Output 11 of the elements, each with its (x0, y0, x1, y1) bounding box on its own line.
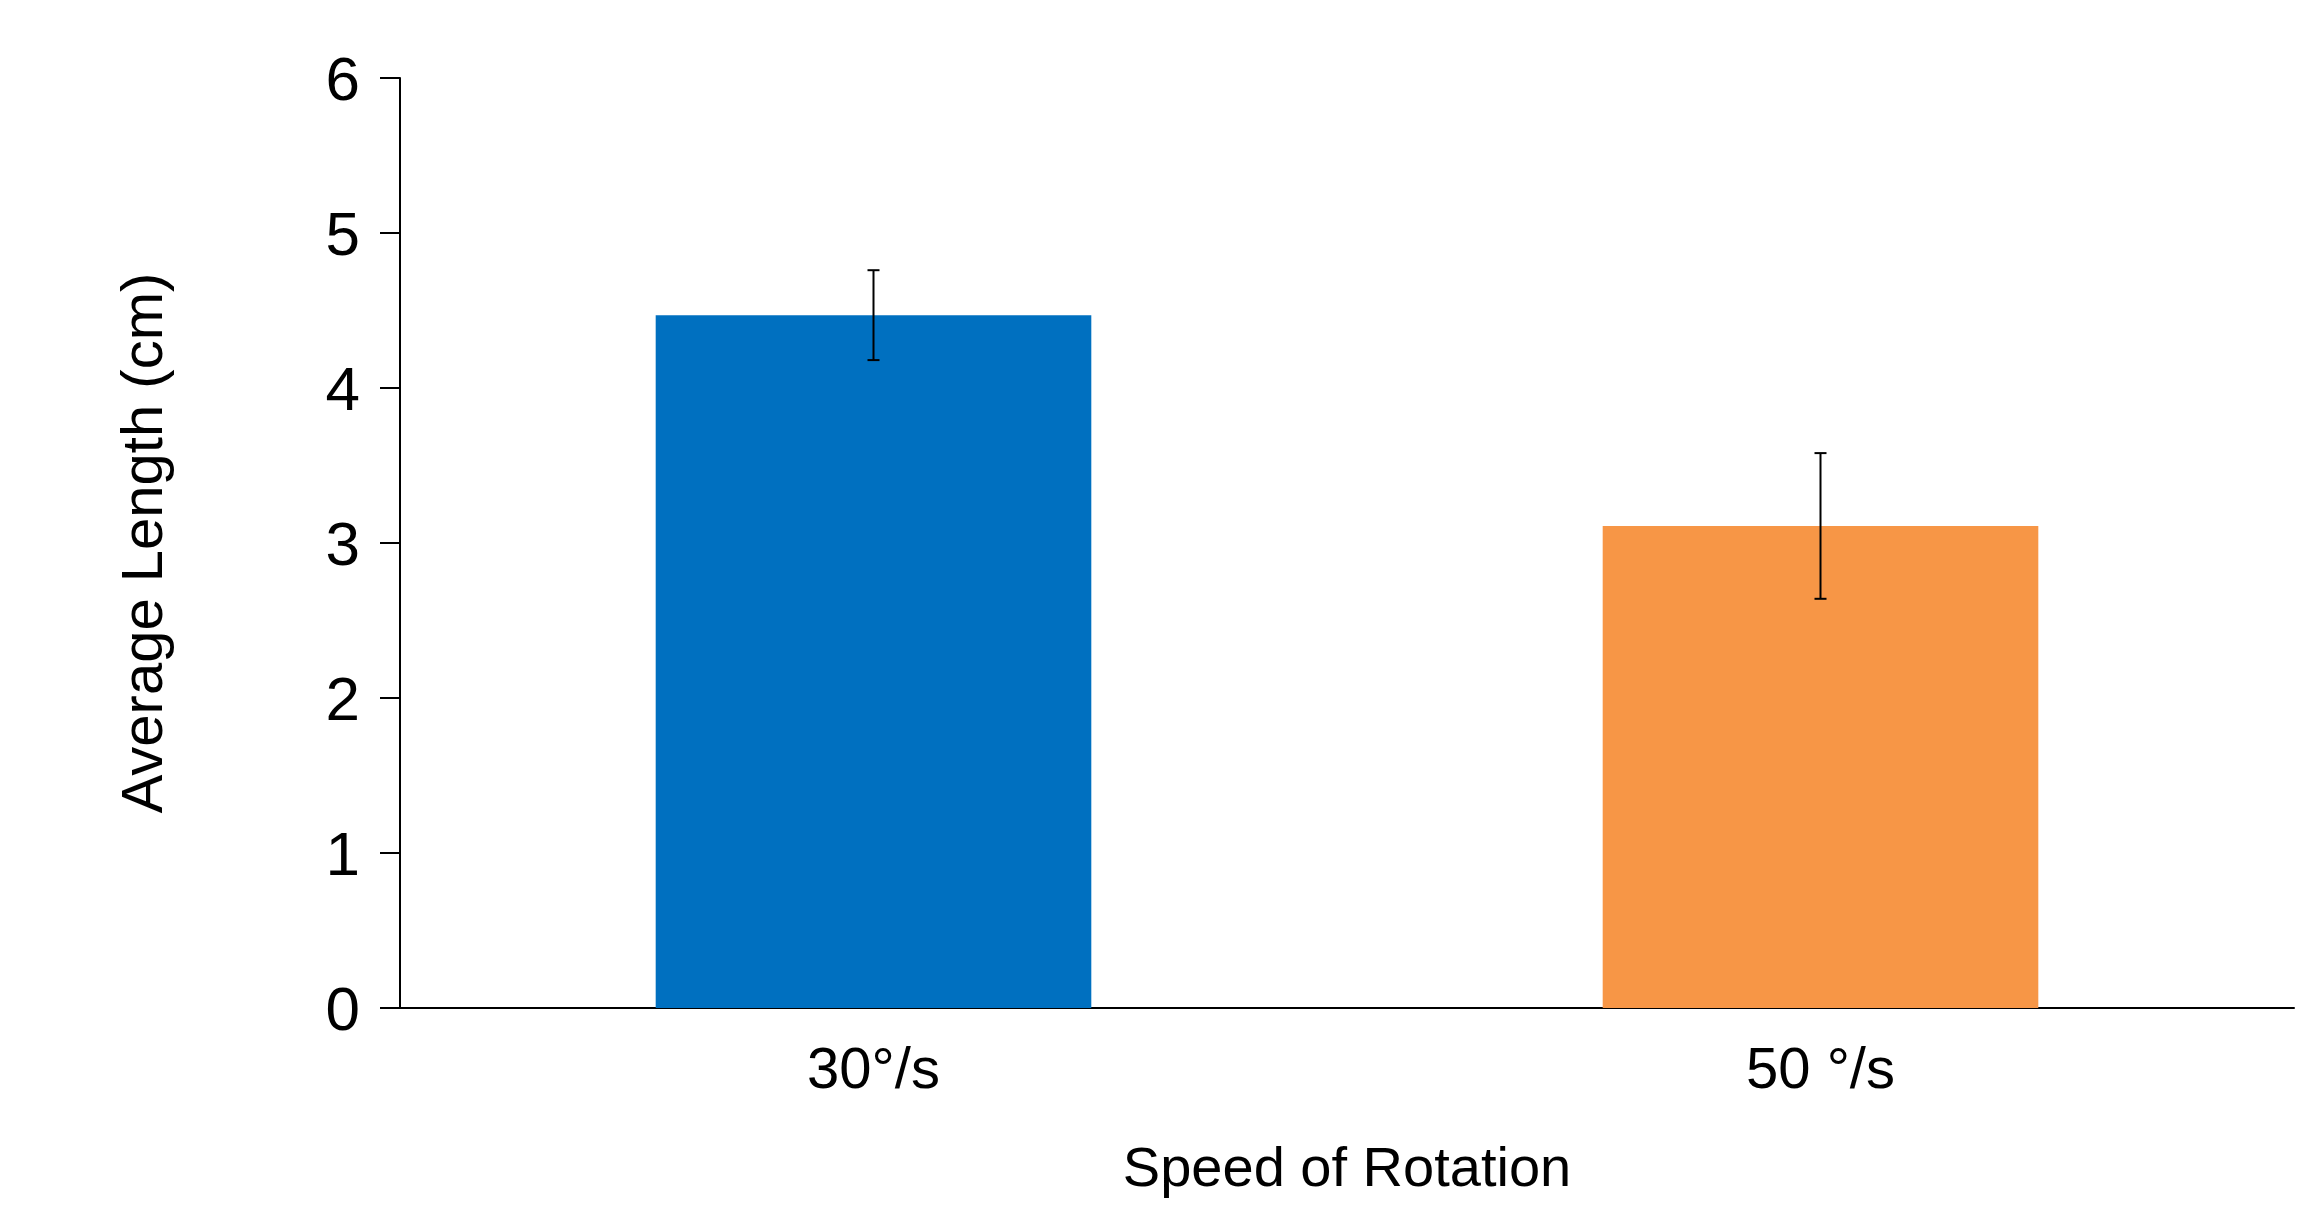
y-tick-label: 2 (325, 663, 360, 733)
x-axis-title: Speed of Rotation (1122, 1134, 1572, 1198)
y-tick-label: 4 (325, 353, 360, 423)
y-axis-title: Average Length (cm) (108, 272, 174, 814)
y-tick-label: 6 (325, 43, 360, 113)
y-tick-label: 1 (325, 818, 360, 888)
x-tick-label: 50 °/s (1746, 1034, 1895, 1100)
x-tick-label: 30°/s (807, 1034, 940, 1100)
y-tick-label: 5 (325, 198, 360, 268)
y-tick-label: 3 (325, 508, 360, 578)
y-tick-label: 0 (325, 973, 360, 1043)
